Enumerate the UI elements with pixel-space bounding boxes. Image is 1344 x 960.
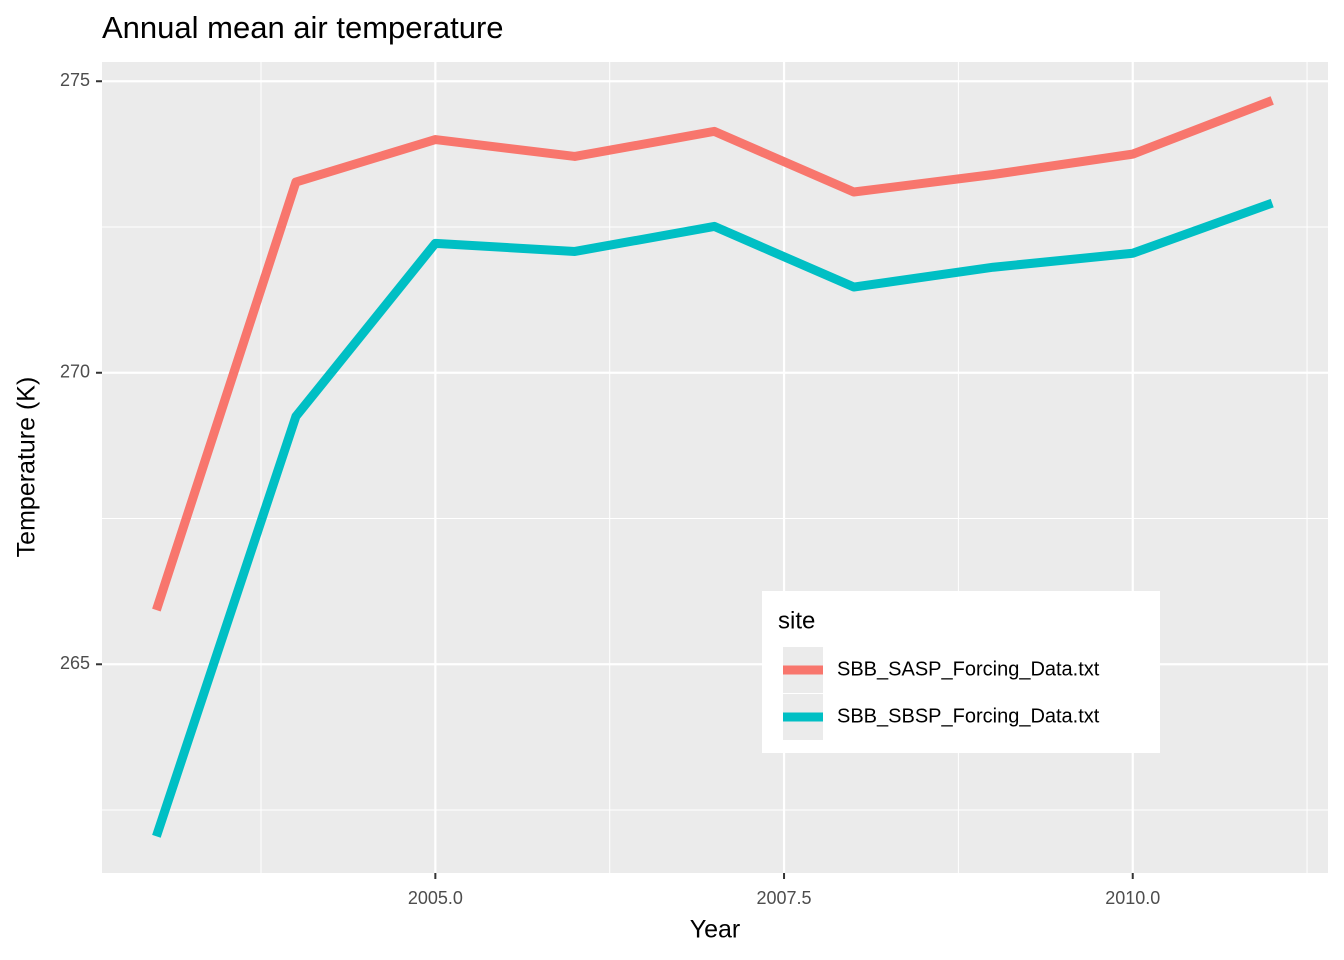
series-line: [152, 96, 1274, 612]
legend-label: SBB_SBSP_Forcing_Data.txt: [837, 705, 1100, 727]
series-line: [152, 198, 1274, 838]
legend-label: SBB_SASP_Forcing_Data.txt: [837, 658, 1100, 680]
legend-title: site: [778, 607, 815, 634]
chart-title: Annual mean air temperature: [102, 10, 504, 45]
x-tick-label: 2005.0: [408, 888, 463, 908]
y-tick-label: 275: [60, 70, 90, 90]
legend-box: [762, 591, 1160, 753]
x-tick-label: 2007.5: [757, 888, 812, 908]
y-axis-title: Temperature (K): [13, 377, 41, 558]
legend: site SBB_SASP_Forcing_Data.txt SBB_SBSP_F…: [762, 591, 1160, 753]
x-tick-label: 2010.0: [1105, 888, 1160, 908]
y-tick-label: 265: [60, 653, 90, 673]
y-tick-label: 270: [60, 362, 90, 382]
x-axis-title: Year: [690, 916, 741, 944]
